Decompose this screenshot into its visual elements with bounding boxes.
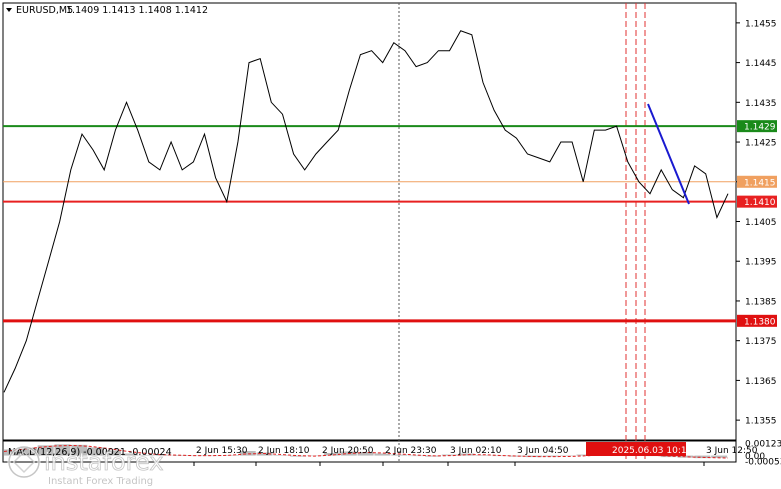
- macd-bar: [542, 455, 559, 457]
- level-badge-bg: [737, 120, 777, 133]
- chart-header: EURUSD,M5 1.1409 1.1413 1.1408 1.1412: [6, 5, 208, 16]
- time-badge-label: 2025.06.03 10:15: [612, 446, 692, 456]
- macd-signal-line: [3, 444, 729, 459]
- macd-bar: [273, 455, 290, 456]
- macd-bar: [138, 455, 155, 456]
- macd-bar: [458, 453, 475, 456]
- price-tick-label: 1.1455: [745, 19, 777, 29]
- time-axis: 2 Jun 15:30 2 Jun 18:10 2 Jun 20:50 2 Jun 2…: [193, 446, 758, 466]
- time-tick-label: 3 Jun 04:50: [517, 446, 569, 456]
- macd-bar: [374, 453, 391, 456]
- macd-panel-frame: [2, 440, 737, 463]
- time-tick-label: 3 Jun 02:10: [450, 446, 502, 456]
- time-tick-label: 2 Jun 20:50: [322, 446, 374, 456]
- macd-bar: [323, 453, 340, 456]
- level-badge-label: 1.1410: [744, 198, 776, 208]
- macd-bar: [711, 455, 728, 458]
- price-levels: [3, 125, 736, 323]
- price-tick-label: 1.1445: [745, 59, 777, 69]
- macd-bar: [475, 455, 492, 456]
- level-badge-label: 1.1415: [744, 178, 776, 188]
- macd-bar: [559, 455, 576, 457]
- level-badges: 1.1429 1.1415 1.1410 1.1380: [737, 120, 777, 327]
- price-tick-label: 1.1425: [745, 139, 777, 149]
- macd-bar: [71, 444, 88, 456]
- symbol-label: EURUSD,M5: [16, 5, 73, 16]
- price-tick-label: 1.1395: [745, 258, 777, 268]
- level-badge-bg: [737, 314, 777, 327]
- macd-bar: [54, 444, 71, 456]
- price-tick-label: 1.1375: [745, 337, 777, 347]
- trend-line: [647, 103, 690, 205]
- macd-bar: [441, 454, 458, 456]
- macd-header: MACD(12,26,9) -0.00021 -0.00024: [8, 447, 172, 458]
- time-tick-label: 2 Jun 23:30: [385, 446, 437, 456]
- macd-bar: [189, 455, 206, 457]
- macd-bar: [694, 455, 711, 459]
- macd-bar: [20, 447, 37, 456]
- price-axis: 1.1455 1.1445 1.1435 1.1425 1.1415 1.1405 1.13…: [736, 19, 777, 427]
- level-badge-label: 1.1380: [744, 317, 776, 327]
- time-tick-label: 3 Jun 12:50: [706, 446, 758, 456]
- macd-bar: [37, 445, 54, 456]
- macd-bar: [105, 450, 122, 456]
- price-series-line: [3, 30, 729, 393]
- watermark-brand: instaforex: [44, 448, 164, 476]
- time-tick-label: 2 Jun 18:10: [258, 446, 310, 456]
- level-badge-bg: [737, 195, 777, 208]
- macd-bar: [408, 455, 425, 457]
- level-badge-bg: [737, 175, 777, 188]
- macd-bar: [88, 447, 105, 456]
- macd-tick-label: 0.00123: [745, 440, 781, 450]
- macd-bar: [576, 454, 593, 456]
- macd-bar: [391, 454, 408, 456]
- price-tick-label: 1.1365: [745, 377, 777, 387]
- macd-bar: [357, 452, 374, 456]
- macd-tick-label: 0.00: [745, 452, 765, 462]
- ohlc-values: 1.1409 1.1413 1.1408 1.1412: [66, 5, 208, 16]
- time-cursor-badge: 2025.06.03 10:15: [586, 442, 692, 456]
- price-tick-label: 1.1385: [745, 297, 777, 307]
- price-tick-label: 1.1405: [745, 218, 777, 228]
- macd-bar: [239, 450, 256, 456]
- price-tick-label: 1.1355: [745, 417, 777, 427]
- level-badge-label: 1.1429: [744, 123, 776, 133]
- price-tick-label: 1.1435: [745, 99, 777, 109]
- macd-tick-label: -0.00053: [745, 458, 781, 468]
- macd-bar: [121, 453, 138, 456]
- instaforex-watermark: instaforex Instant Forex Trading: [7, 445, 164, 487]
- macd-axis: 0.00123 0.00-0.00053: [745, 440, 781, 468]
- macd-bar: [509, 455, 526, 457]
- time-tick-label: 2 Jun 15:30: [196, 446, 248, 456]
- event-vertical-lines: [625, 3, 646, 462]
- dropdown-triangle-icon: [6, 8, 12, 12]
- watermark-tagline: Instant Forex Trading: [48, 476, 153, 487]
